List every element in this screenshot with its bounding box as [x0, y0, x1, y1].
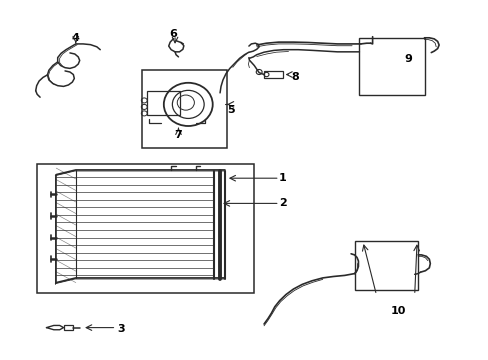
Text: 6: 6	[169, 29, 177, 39]
Bar	[37, 164, 254, 293]
Text: 3: 3	[117, 324, 125, 334]
Text: 5: 5	[227, 105, 235, 115]
Bar	[142, 70, 227, 148]
Bar	[146, 91, 180, 115]
Text: 10: 10	[390, 306, 406, 316]
Text: 2: 2	[278, 198, 286, 208]
Text: 8: 8	[290, 72, 298, 82]
Bar	[359, 38, 425, 95]
Text: 9: 9	[404, 54, 411, 64]
Bar	[63, 325, 73, 330]
Bar	[354, 241, 417, 290]
Bar	[264, 71, 282, 78]
Text: 1: 1	[278, 173, 286, 183]
Text: 7: 7	[174, 130, 182, 140]
Text: 4: 4	[72, 33, 80, 43]
